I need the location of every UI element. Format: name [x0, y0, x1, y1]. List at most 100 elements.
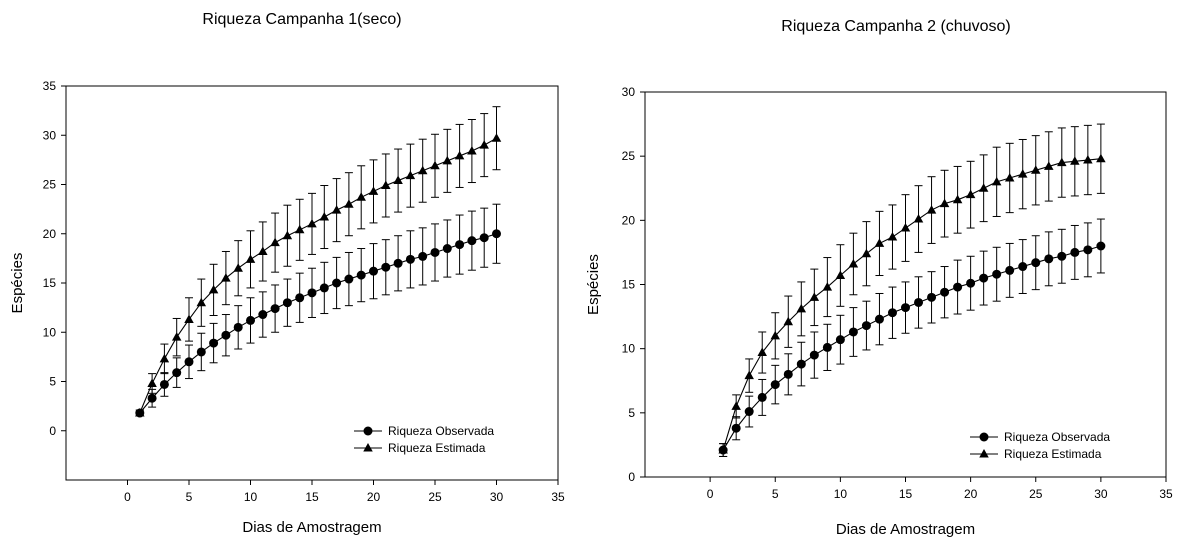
- data-point: [744, 407, 754, 417]
- chart-2: Riqueza Campanha 2 (chuvoso) 0 5 10 15 20 25 30…: [585, 18, 1173, 538]
- data-point: [295, 293, 305, 303]
- x-axis-label: Dias de Amostragem: [242, 519, 381, 536]
- data-point: [135, 408, 145, 417]
- x-tick-label: 10: [834, 487, 848, 501]
- y-tick-label: 15: [43, 276, 57, 290]
- x-tick-label: 20: [367, 490, 381, 504]
- data-point: [939, 198, 950, 208]
- y-tick-label: 25: [43, 178, 57, 192]
- data-point: [442, 155, 453, 165]
- y-tick-label: 30: [622, 85, 636, 99]
- data-point: [757, 392, 767, 402]
- data-point: [233, 322, 243, 332]
- data-point: [835, 270, 846, 280]
- data-point: [258, 310, 268, 320]
- data-point: [454, 150, 465, 160]
- data-point: [770, 330, 780, 340]
- legend-triangle-marker: [979, 449, 989, 458]
- data-point: [809, 292, 820, 301]
- legend: Riqueza Observada Riqueza Estimada: [354, 424, 494, 455]
- data-point: [901, 303, 910, 313]
- data-point: [1031, 165, 1041, 174]
- data-point: [184, 357, 194, 367]
- y-tick-label: 30: [43, 128, 57, 142]
- y-tick-label: 20: [43, 227, 57, 241]
- y-tick-label: 15: [622, 278, 636, 292]
- data-point: [783, 316, 794, 326]
- data-point: [1044, 254, 1054, 264]
- data-point: [405, 170, 416, 180]
- series-estimada: [135, 106, 502, 417]
- data-point: [196, 297, 207, 307]
- legend-label: Riqueza Observada: [1004, 430, 1110, 444]
- data-point: [796, 359, 806, 369]
- data-point: [356, 192, 366, 201]
- data-point: [430, 160, 440, 170]
- data-point: [1070, 247, 1080, 257]
- x-tick-label: 5: [186, 490, 193, 504]
- data-point: [744, 370, 754, 380]
- data-point: [861, 248, 872, 258]
- data-point: [196, 347, 206, 357]
- legend-label: Riqueza Estimada: [388, 441, 486, 455]
- data-point: [991, 176, 1002, 186]
- x-tick-label: 30: [1094, 487, 1108, 501]
- x-tick-label: 25: [1029, 487, 1043, 501]
- data-point: [221, 273, 231, 282]
- data-point: [159, 353, 170, 363]
- data-point: [491, 133, 502, 142]
- data-point: [861, 321, 871, 331]
- data-point: [245, 254, 256, 263]
- x-tick-label: 30: [490, 490, 504, 504]
- x-tick-label: 15: [305, 490, 319, 504]
- data-point: [368, 186, 379, 195]
- x-tick-label: 0: [707, 487, 714, 501]
- data-point: [270, 237, 280, 247]
- x-tick-label: 0: [124, 490, 131, 504]
- x-axis-label: Dias de Amostragem: [836, 521, 975, 538]
- data-point: [848, 258, 859, 268]
- data-point: [405, 254, 415, 264]
- y-tick-label: 10: [43, 325, 57, 339]
- data-point: [467, 146, 477, 155]
- chart-title: Riqueza Campanha 1(seco): [202, 11, 401, 28]
- series-estimada: [718, 123, 1106, 457]
- legend-label: Riqueza Estimada: [1004, 447, 1102, 461]
- data-point: [208, 284, 219, 294]
- x-tick-label: 10: [244, 490, 258, 504]
- data-point: [393, 175, 403, 185]
- data-point: [1004, 172, 1015, 182]
- data-point: [246, 315, 255, 325]
- data-point: [979, 273, 989, 283]
- data-point: [966, 278, 976, 288]
- data-point: [307, 288, 317, 298]
- data-point: [835, 335, 845, 345]
- data-point: [1005, 265, 1015, 275]
- data-point: [1017, 169, 1028, 178]
- data-point: [381, 262, 391, 272]
- data-point: [307, 218, 317, 228]
- y-tick-label: 5: [49, 375, 56, 389]
- data-point: [887, 232, 898, 241]
- y-axis-label: Espécies: [9, 253, 26, 314]
- data-point: [874, 314, 884, 324]
- chart-1: Riqueza Campanha 1(seco) 0 5 10 15 20 25 30 35 0 5…: [9, 11, 565, 536]
- data-point: [282, 298, 292, 308]
- y-tick-label: 35: [43, 79, 57, 93]
- data-point: [319, 283, 329, 293]
- data-point: [914, 297, 924, 307]
- data-point: [952, 194, 963, 204]
- data-point: [294, 224, 305, 234]
- data-point: [147, 393, 157, 403]
- series-line: [722, 158, 1101, 451]
- data-point: [1070, 156, 1080, 165]
- data-point: [417, 165, 428, 175]
- series-observada: [718, 218, 1106, 457]
- data-point: [442, 244, 452, 254]
- data-point: [822, 342, 832, 352]
- data-point: [381, 180, 391, 189]
- data-point: [221, 330, 231, 340]
- data-point: [369, 266, 378, 276]
- data-point: [1031, 258, 1041, 268]
